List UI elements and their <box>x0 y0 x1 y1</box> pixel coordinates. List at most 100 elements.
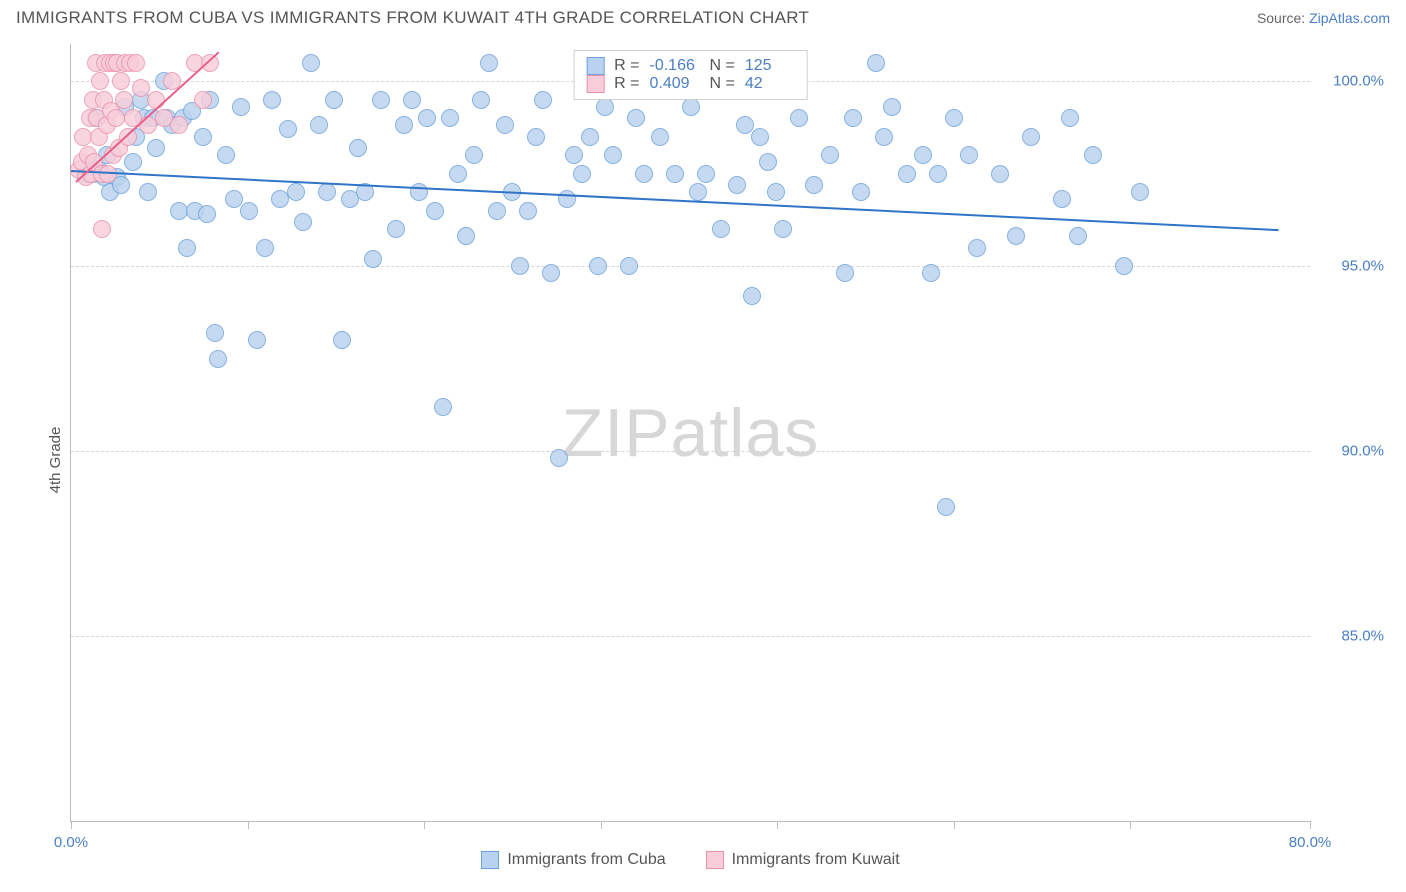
point-cuba <box>410 183 428 201</box>
y-tick-label: 100.0% <box>1316 73 1384 90</box>
n-label: N = <box>710 75 735 93</box>
point-cuba <box>937 498 955 516</box>
point-kuwait <box>112 72 130 90</box>
y-tick-label: 85.0% <box>1316 628 1384 645</box>
point-cuba <box>534 91 552 109</box>
point-cuba <box>790 109 808 127</box>
point-cuba <box>403 91 421 109</box>
point-cuba <box>1115 257 1133 275</box>
x-tick <box>248 821 249 829</box>
point-cuba <box>194 128 212 146</box>
point-cuba <box>697 165 715 183</box>
point-cuba <box>472 91 490 109</box>
point-cuba <box>225 190 243 208</box>
point-cuba <box>836 264 854 282</box>
legend-row-cuba: R = -0.166 N = 125 <box>586 57 795 75</box>
point-cuba <box>333 331 351 349</box>
n-value-kuwait: 42 <box>745 75 795 93</box>
point-kuwait <box>119 128 137 146</box>
x-tick <box>71 821 72 829</box>
point-cuba <box>844 109 862 127</box>
point-cuba <box>550 449 568 467</box>
point-cuba <box>1131 183 1149 201</box>
chart-title: IMMIGRANTS FROM CUBA VS IMMIGRANTS FROM … <box>16 8 809 28</box>
r-value-kuwait: 0.409 <box>650 75 700 93</box>
point-cuba <box>689 183 707 201</box>
point-cuba <box>418 109 436 127</box>
point-cuba <box>968 239 986 257</box>
y-tick-label: 90.0% <box>1316 443 1384 460</box>
point-cuba <box>596 98 614 116</box>
point-cuba <box>364 250 382 268</box>
gridline <box>71 636 1310 637</box>
point-cuba <box>325 91 343 109</box>
point-cuba <box>712 220 730 238</box>
point-kuwait <box>147 91 165 109</box>
point-cuba <box>542 264 560 282</box>
point-cuba <box>991 165 1009 183</box>
x-tick-label: 0.0% <box>54 834 88 851</box>
point-cuba <box>318 183 336 201</box>
point-cuba <box>279 120 297 138</box>
point-cuba <box>627 109 645 127</box>
n-value-cuba: 125 <box>745 57 795 75</box>
point-cuba <box>511 257 529 275</box>
point-cuba <box>441 109 459 127</box>
swatch-kuwait <box>586 75 604 93</box>
point-cuba <box>198 205 216 223</box>
point-cuba <box>387 220 405 238</box>
point-cuba <box>929 165 947 183</box>
point-cuba <box>682 98 700 116</box>
n-label: N = <box>710 57 735 75</box>
point-cuba <box>248 331 266 349</box>
point-cuba <box>426 202 444 220</box>
point-cuba <box>449 165 467 183</box>
point-cuba <box>883 98 901 116</box>
point-cuba <box>852 183 870 201</box>
r-label: R = <box>614 57 639 75</box>
legend-item-cuba: Immigrants from Cuba <box>481 851 665 869</box>
point-cuba <box>372 91 390 109</box>
source-attribution: Source: ZipAtlas.com <box>1257 10 1390 26</box>
point-cuba <box>1022 128 1040 146</box>
legend-item-kuwait: Immigrants from Kuwait <box>706 851 900 869</box>
x-tick-label: 80.0% <box>1289 834 1332 851</box>
source-link[interactable]: ZipAtlas.com <box>1309 10 1390 26</box>
point-cuba <box>178 239 196 257</box>
source-label: Source: <box>1257 10 1305 26</box>
x-tick <box>1310 821 1311 829</box>
point-cuba <box>480 54 498 72</box>
point-cuba <box>573 165 591 183</box>
point-cuba <box>1069 227 1087 245</box>
legend-row-kuwait: R = 0.409 N = 42 <box>586 75 795 93</box>
x-tick <box>1130 821 1131 829</box>
swatch-cuba <box>586 57 604 75</box>
point-cuba <box>496 116 514 134</box>
point-cuba <box>124 153 142 171</box>
point-cuba <box>728 176 746 194</box>
point-cuba <box>960 146 978 164</box>
point-cuba <box>263 91 281 109</box>
point-cuba <box>527 128 545 146</box>
r-label: R = <box>614 75 639 93</box>
point-kuwait <box>115 91 133 109</box>
point-cuba <box>519 202 537 220</box>
point-kuwait <box>170 116 188 134</box>
point-cuba <box>945 109 963 127</box>
point-cuba <box>349 139 367 157</box>
point-cuba <box>736 116 754 134</box>
point-cuba <box>1053 190 1071 208</box>
point-cuba <box>914 146 932 164</box>
point-cuba <box>620 257 638 275</box>
point-kuwait <box>91 72 109 90</box>
point-cuba <box>457 227 475 245</box>
point-kuwait <box>194 91 212 109</box>
r-value-cuba: -0.166 <box>650 57 700 75</box>
point-cuba <box>1084 146 1102 164</box>
point-cuba <box>805 176 823 194</box>
point-cuba <box>604 146 622 164</box>
point-kuwait <box>132 79 150 97</box>
point-cuba <box>759 153 777 171</box>
y-axis-label: 4th Grade <box>47 427 64 494</box>
correlation-legend: R = -0.166 N = 125 R = 0.409 N = 42 <box>573 50 808 100</box>
